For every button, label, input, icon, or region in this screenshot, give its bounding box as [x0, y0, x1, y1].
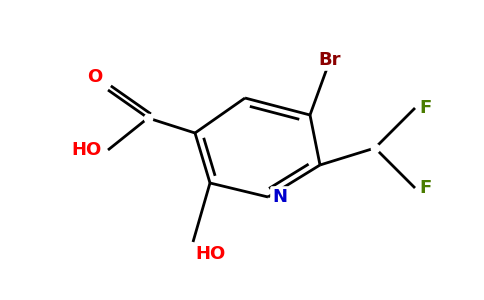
Text: Br: Br: [319, 51, 341, 69]
Text: HO: HO: [195, 245, 225, 263]
Text: F: F: [419, 179, 431, 197]
Text: O: O: [87, 68, 102, 86]
Text: HO: HO: [72, 141, 102, 159]
Text: F: F: [419, 99, 431, 117]
Text: N: N: [272, 188, 287, 206]
